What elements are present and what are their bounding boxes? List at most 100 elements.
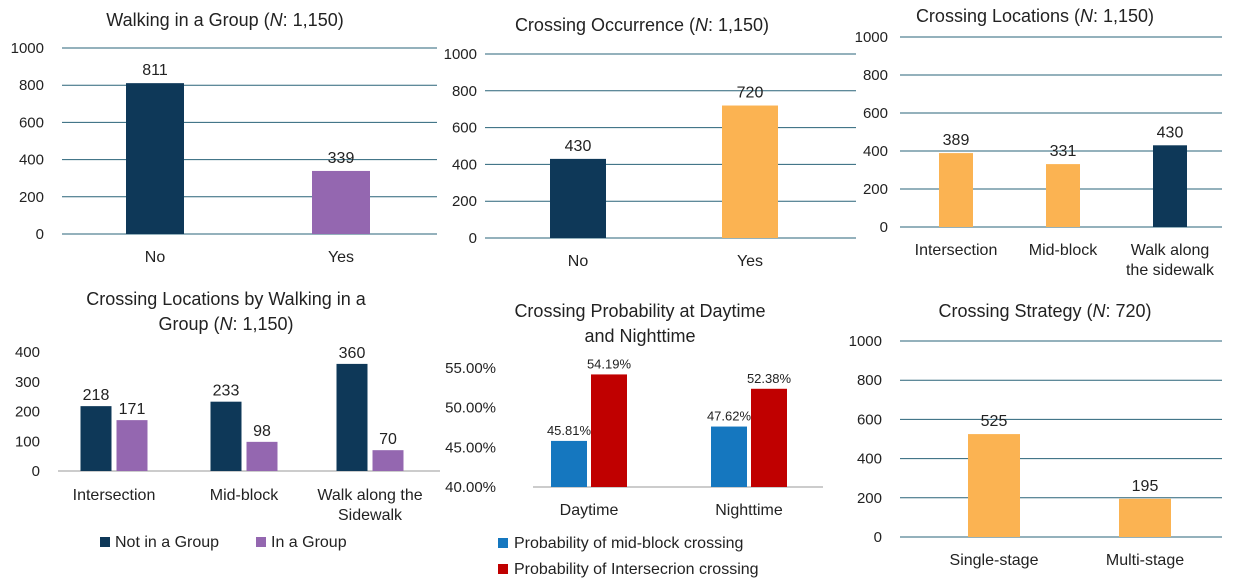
title-part: : 1,150) xyxy=(1093,6,1154,26)
x-tick-label: Intersection xyxy=(73,487,156,504)
title-part: : 1,150) xyxy=(708,15,769,35)
bar xyxy=(1119,498,1171,537)
y-tick-label: 0 xyxy=(874,529,882,546)
y-tick-label: 1000 xyxy=(11,40,44,57)
x-tick-label: Walk along the xyxy=(317,487,422,504)
x-tick-label: Daytime xyxy=(560,502,619,519)
title-part: Walking in a Group ( xyxy=(106,10,269,30)
y-tick-label: 800 xyxy=(19,77,44,94)
data-label: 70 xyxy=(379,431,397,448)
bar xyxy=(1153,145,1187,227)
y-tick-label: 100 xyxy=(15,433,40,450)
x-tick-label: the sidewalk xyxy=(1126,262,1215,279)
x-tick-label: Single-stage xyxy=(950,552,1039,569)
chart-panel-3: Crossing Locations (N: 1,150) 0 200 400 600 8… xyxy=(855,6,1222,279)
bar-probability-of-mid-block-crossing xyxy=(711,426,747,487)
y-tick-label: 800 xyxy=(452,83,477,100)
x-tick-label: Sidewalk xyxy=(338,507,403,524)
y-tick-label: 600 xyxy=(857,411,882,428)
y-tick-label: 200 xyxy=(452,193,477,210)
x-tick-label: Walk along xyxy=(1131,242,1210,259)
bar-not-in-a-group xyxy=(336,363,368,471)
title-italic-part: N xyxy=(219,314,233,334)
chart-panel-1: Walking in a Group (N: 1,150) 0 200 400 600 8… xyxy=(11,10,437,266)
y-tick-label: 200 xyxy=(857,490,882,507)
y-tick-label: 200 xyxy=(15,404,40,421)
x-tick-label: Yes xyxy=(328,249,354,266)
bar xyxy=(1046,164,1080,227)
y-tick-label: 0 xyxy=(880,219,888,236)
bar xyxy=(722,105,778,239)
y-tick-label: 400 xyxy=(15,344,40,361)
legend-swatch xyxy=(100,537,110,547)
y-tick-label: 0 xyxy=(36,226,44,243)
y-tick-label: 300 xyxy=(15,374,40,391)
chart-panel-5: Crossing Probability at Daytime and Night… xyxy=(445,301,823,578)
y-tick-label: 600 xyxy=(19,114,44,131)
x-tick-label: Mid-block xyxy=(210,487,279,504)
bar xyxy=(968,434,1020,537)
legend-swatch xyxy=(498,564,508,574)
data-label: 233 xyxy=(213,383,240,400)
title-part: Crossing Strategy ( xyxy=(938,301,1092,321)
chart-title: Crossing Probability at Daytime xyxy=(514,301,765,321)
data-label: 525 xyxy=(981,413,1008,430)
bar-in-a-group xyxy=(372,450,404,471)
data-label: 45.81% xyxy=(547,423,592,438)
title-part: Crossing Probability at Daytime xyxy=(514,301,765,321)
x-tick-label: Nighttime xyxy=(715,502,783,519)
data-label: 811 xyxy=(142,62,168,79)
bar-probability-of-intersecrion-crossing xyxy=(751,388,787,487)
title-part: Crossing Locations ( xyxy=(916,6,1080,26)
chart-title: Crossing Occurrence (N: 1,150) xyxy=(515,15,769,35)
bar xyxy=(550,158,606,238)
x-tick-label: Multi-stage xyxy=(1106,552,1184,569)
y-tick-label: 55.00% xyxy=(445,360,496,377)
bar-not-in-a-group xyxy=(210,401,242,471)
y-tick-label: 400 xyxy=(19,152,44,169)
bar-probability-of-intersecrion-crossing xyxy=(591,374,627,487)
legend-swatch xyxy=(256,537,266,547)
bar-probability-of-mid-block-crossing xyxy=(551,440,587,487)
x-tick-label: No xyxy=(145,249,166,266)
bar xyxy=(939,153,973,227)
y-tick-label: 400 xyxy=(863,143,888,160)
data-label: 98 xyxy=(253,423,271,440)
data-label: 339 xyxy=(328,150,355,167)
data-label: 430 xyxy=(1157,124,1184,141)
y-tick-label: 1000 xyxy=(849,333,882,350)
y-tick-label: 600 xyxy=(452,120,477,137)
x-tick-label: No xyxy=(568,253,589,270)
data-label: 331 xyxy=(1050,143,1077,160)
data-label: 52.38% xyxy=(747,371,792,386)
y-tick-label: 800 xyxy=(863,67,888,84)
bar-in-a-group xyxy=(246,441,278,471)
legend-swatch xyxy=(498,538,508,548)
x-tick-label: Yes xyxy=(737,253,763,270)
y-tick-label: 0 xyxy=(32,463,40,480)
title-part: Group ( xyxy=(158,314,219,334)
y-tick-label: 600 xyxy=(863,105,888,122)
bar xyxy=(312,170,370,234)
y-tick-label: 0 xyxy=(469,230,477,247)
legend-label: Probability of mid-block crossing xyxy=(514,535,743,552)
data-label: 389 xyxy=(943,132,970,149)
legend-label: Not in a Group xyxy=(115,534,219,551)
chart-title: Crossing Strategy (N: 720) xyxy=(938,301,1151,321)
title-part: Crossing Locations by Walking in a xyxy=(86,289,366,309)
chart-panel-6: Crossing Strategy (N: 720) 0 200 400 600 800 1… xyxy=(849,301,1222,569)
title-part: : 720) xyxy=(1106,301,1152,321)
chart-title: and Nighttime xyxy=(584,326,695,346)
title-italic-part: N xyxy=(270,10,284,30)
y-tick-label: 1000 xyxy=(855,29,888,46)
y-tick-label: 800 xyxy=(857,372,882,389)
data-label: 430 xyxy=(565,138,592,155)
bar-in-a-group xyxy=(116,420,148,471)
chart-title: Walking in a Group (N: 1,150) xyxy=(106,10,343,30)
title-italic-part: N xyxy=(1093,301,1107,321)
chart-panel-2: Crossing Occurrence (N: 1,150) 0 200 400 600… xyxy=(444,15,856,270)
bar-not-in-a-group xyxy=(80,406,112,471)
title-italic-part: N xyxy=(695,15,709,35)
title-part: : 1,150) xyxy=(232,314,293,334)
